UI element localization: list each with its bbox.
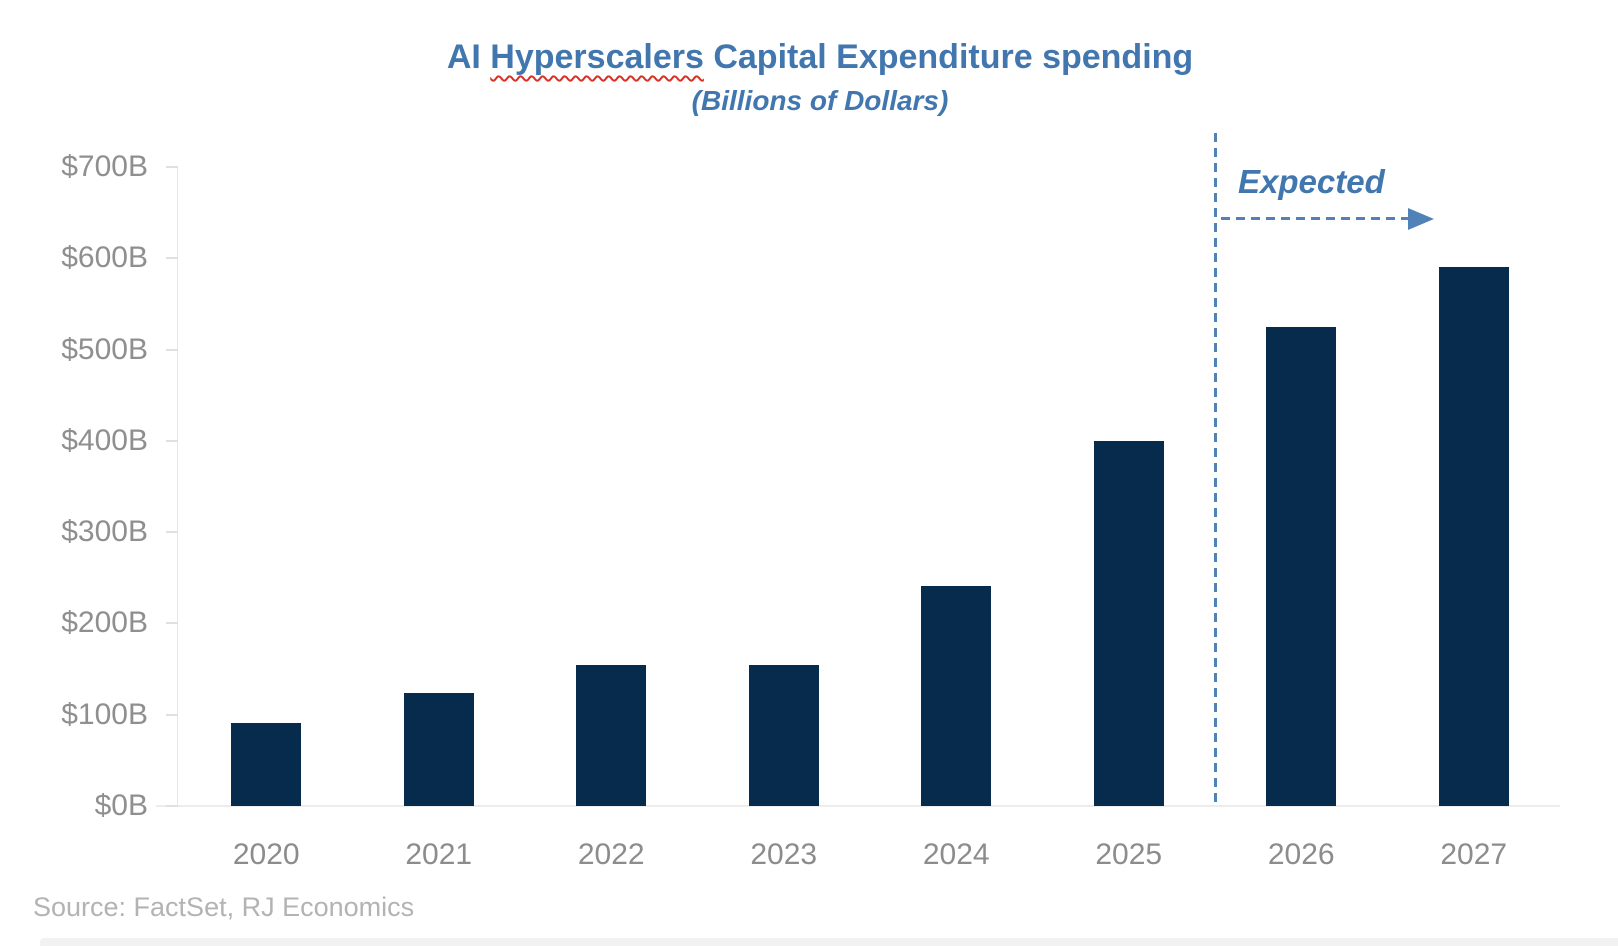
x-axis-label-2025: 2025	[1095, 838, 1163, 871]
x-axis-label-2020: 2020	[232, 838, 300, 871]
y-axis-tick-600	[166, 257, 178, 260]
chart-subtitle: (Billions of Dollars)	[691, 85, 949, 116]
bar-2025	[1093, 440, 1164, 806]
title-block: AI Hyperscalers Capital Expenditure spen…	[0, 38, 1618, 117]
expected-arrow-head-icon	[1408, 208, 1434, 230]
bar-2020	[231, 722, 302, 806]
bar-2021	[403, 692, 474, 806]
x-axis-label-2027: 2027	[1440, 838, 1508, 871]
title-prefix: AI	[446, 38, 491, 76]
y-axis-tick-500	[166, 348, 178, 351]
title-suffix: Capital Expenditure spending	[703, 38, 1194, 76]
bar-2026	[1266, 326, 1337, 806]
y-axis-label-500: $500B	[61, 332, 148, 366]
forecast-divider-dashed-line	[1214, 133, 1217, 806]
bar-2024	[921, 586, 992, 806]
bar-2027	[1438, 267, 1509, 806]
y-axis-tick-0	[166, 805, 178, 807]
y-axis-label-100: $100B	[61, 697, 148, 731]
bottom-page-edge-strip	[40, 938, 1618, 946]
y-axis-label-200: $200B	[61, 606, 148, 640]
y-axis-label-700: $700B	[61, 150, 148, 183]
y-axis-label-0: $0B	[94, 789, 148, 822]
x-axis-label-2026: 2026	[1267, 838, 1335, 871]
y-axis-tick-200	[166, 622, 178, 625]
x-axis-label-2024: 2024	[922, 838, 990, 871]
x-axis-label-2021: 2021	[405, 838, 473, 871]
expected-annotation-label: Expected	[1238, 163, 1385, 200]
x-axis-label-2023: 2023	[750, 838, 818, 871]
y-axis-tick-700	[166, 166, 178, 168]
y-axis-label-400: $400B	[61, 423, 148, 457]
y-axis-label-600: $600B	[61, 241, 148, 275]
source-note: Source: FactSet, RJ Economics	[33, 892, 415, 922]
expected-arrow-dashed-line	[1221, 217, 1408, 220]
y-axis-tick-400	[166, 439, 178, 442]
bar-2022	[576, 665, 647, 806]
x-axis-label-2022: 2022	[577, 838, 645, 871]
x-axis-baseline	[156, 805, 1560, 807]
y-axis-tick-100	[166, 713, 178, 716]
title-misspelled-word: Hyperscalers	[490, 38, 704, 76]
y-axis-line	[177, 167, 178, 806]
chart-title: AI Hyperscalers Capital Expenditure spen…	[0, 38, 1618, 77]
y-axis-label-300: $300B	[61, 515, 148, 549]
bar-2023	[748, 664, 819, 806]
y-axis-tick-300	[166, 531, 178, 534]
